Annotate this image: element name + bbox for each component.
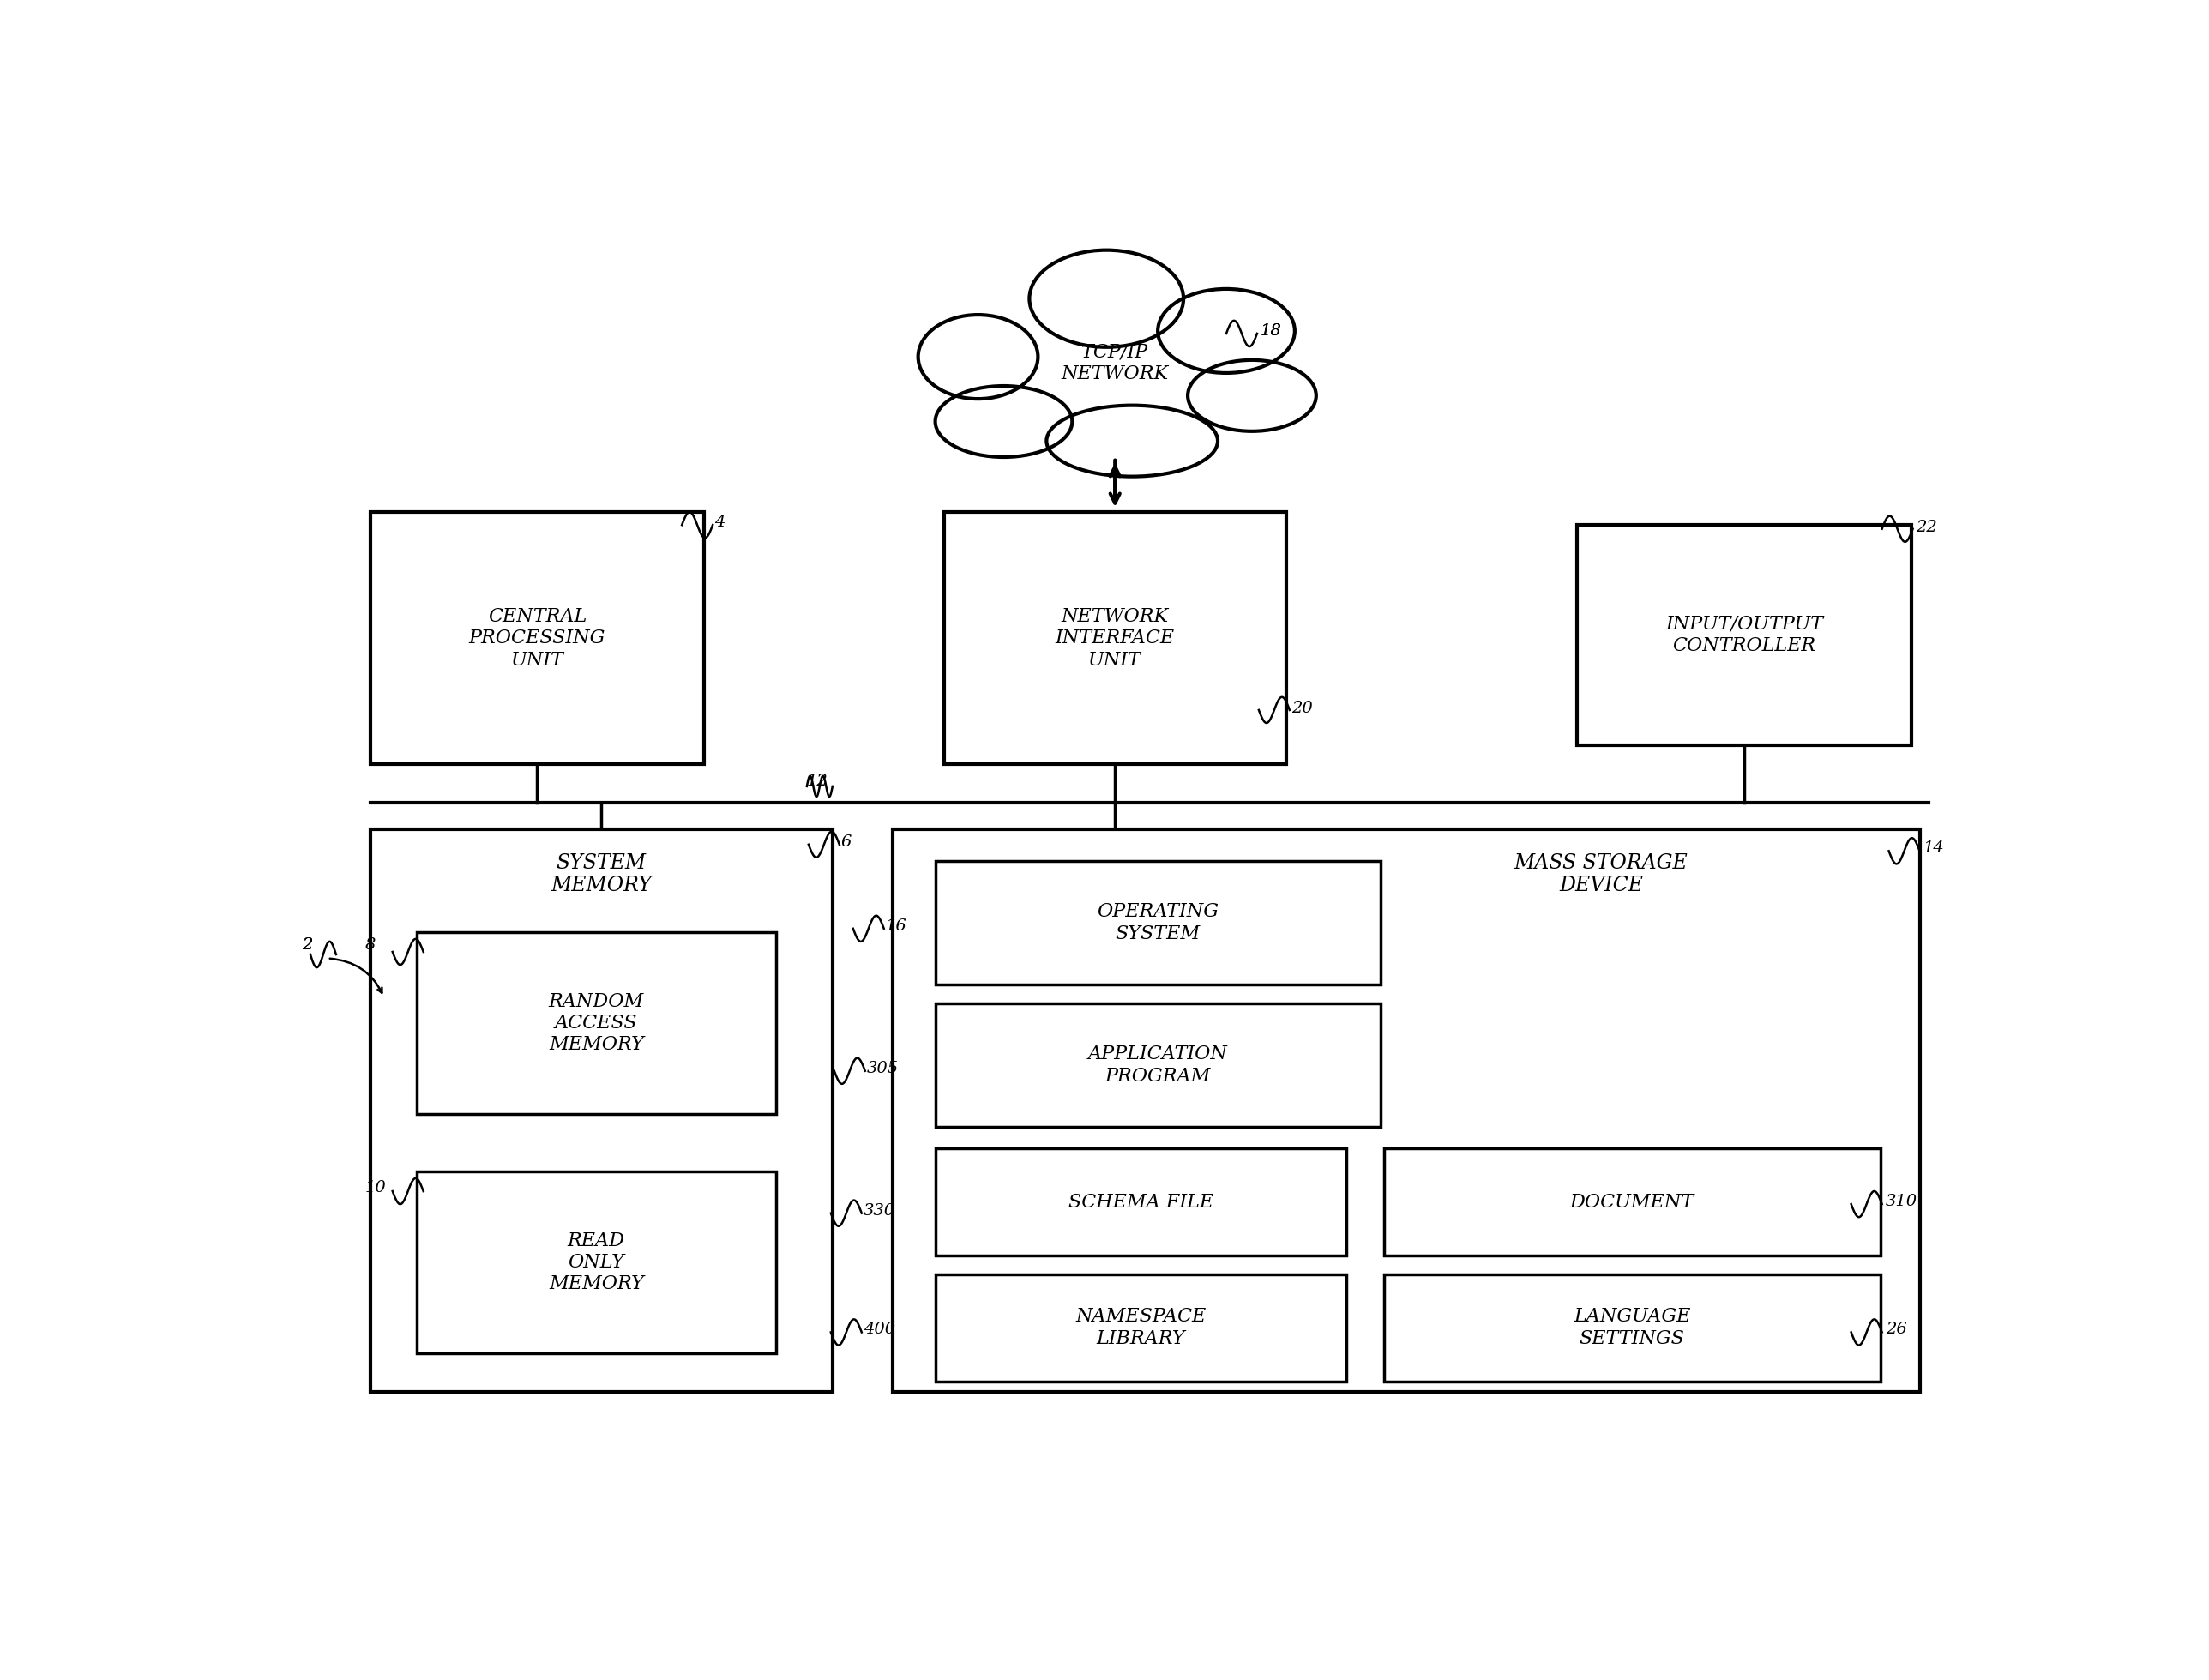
Ellipse shape xyxy=(1188,360,1317,432)
Text: SCHEMA FILE: SCHEMA FILE xyxy=(1069,1193,1213,1211)
Text: 400: 400 xyxy=(864,1322,895,1337)
Text: DOCUMENT: DOCUMENT xyxy=(1571,1193,1694,1211)
Bar xyxy=(1383,1149,1880,1257)
Text: 26: 26 xyxy=(1884,1322,1906,1337)
Ellipse shape xyxy=(1029,250,1184,348)
Ellipse shape xyxy=(987,292,1175,395)
Text: CENTRAL
PROCESSING
UNIT: CENTRAL PROCESSING UNIT xyxy=(468,606,605,669)
Text: 310: 310 xyxy=(1884,1194,1917,1210)
Text: NAMESPACE
LIBRARY: NAMESPACE LIBRARY xyxy=(1076,1307,1206,1347)
Text: 22: 22 xyxy=(1915,519,1937,536)
Text: 2: 2 xyxy=(303,937,311,953)
Text: 18: 18 xyxy=(1261,323,1281,339)
Bar xyxy=(1577,524,1911,744)
Text: 8: 8 xyxy=(364,937,376,953)
Text: 305: 305 xyxy=(866,1060,899,1075)
Text: MASS STORAGE
DEVICE: MASS STORAGE DEVICE xyxy=(1513,853,1688,895)
Ellipse shape xyxy=(1158,289,1294,373)
Bar xyxy=(418,932,775,1114)
Ellipse shape xyxy=(919,314,1038,398)
Text: 2: 2 xyxy=(303,937,311,953)
Text: 14: 14 xyxy=(1924,840,1944,857)
Bar xyxy=(934,1003,1381,1127)
Bar xyxy=(934,1273,1345,1381)
Text: RANDOM
ACCESS
MEMORY: RANDOM ACCESS MEMORY xyxy=(548,991,645,1055)
Text: SYSTEM
MEMORY: SYSTEM MEMORY xyxy=(550,853,652,895)
Text: TCP/IP
NETWORK: TCP/IP NETWORK xyxy=(1060,343,1169,383)
Bar xyxy=(371,512,705,764)
Ellipse shape xyxy=(934,386,1071,457)
Text: LANGUAGE
SETTINGS: LANGUAGE SETTINGS xyxy=(1573,1307,1690,1347)
Text: 10: 10 xyxy=(364,1179,387,1194)
Bar xyxy=(1383,1273,1880,1381)
Bar xyxy=(934,862,1381,984)
Text: 20: 20 xyxy=(1292,701,1312,716)
Ellipse shape xyxy=(1047,405,1217,477)
Text: OPERATING
SYSTEM: OPERATING SYSTEM xyxy=(1098,902,1219,942)
Bar xyxy=(892,828,1920,1391)
Bar xyxy=(371,828,833,1391)
Text: 18: 18 xyxy=(1261,323,1281,339)
Text: APPLICATION
PROGRAM: APPLICATION PROGRAM xyxy=(1089,1045,1228,1085)
Text: 330: 330 xyxy=(864,1203,895,1218)
Bar xyxy=(934,1149,1345,1257)
Text: INPUT/OUTPUT
CONTROLLER: INPUT/OUTPUT CONTROLLER xyxy=(1666,615,1822,655)
Text: 4: 4 xyxy=(714,514,725,531)
Text: 16: 16 xyxy=(886,919,908,934)
Text: 12: 12 xyxy=(806,773,828,790)
Bar xyxy=(943,512,1286,764)
Text: READ
ONLY
MEMORY: READ ONLY MEMORY xyxy=(548,1231,643,1294)
Text: 6: 6 xyxy=(842,835,853,850)
Bar xyxy=(418,1173,775,1352)
Text: NETWORK
INTERFACE
UNIT: NETWORK INTERFACE UNIT xyxy=(1056,606,1175,669)
